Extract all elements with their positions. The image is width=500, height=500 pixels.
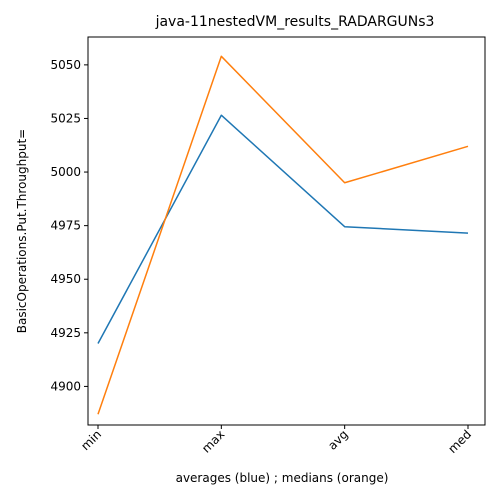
x-tick-label-max: max bbox=[199, 427, 227, 455]
y-axis-ticks: 4900 4925 4950 4975 5000 5025 5050 bbox=[50, 58, 88, 393]
x-tick-label-avg: avg bbox=[325, 427, 351, 453]
y-tick-label: 5025 bbox=[50, 111, 81, 125]
y-tick-label: 4925 bbox=[50, 326, 81, 340]
y-tick-label: 4975 bbox=[50, 219, 81, 233]
x-axis-ticks: min max avg med bbox=[78, 425, 474, 456]
x-axis-label: averages (blue) ; medians (orange) bbox=[176, 471, 389, 485]
y-tick-label: 5000 bbox=[50, 165, 81, 179]
x-tick-label-med: med bbox=[445, 427, 474, 456]
series-lines bbox=[97, 55, 469, 415]
y-axis-label: BasicOperations.Put.Throughput= bbox=[15, 129, 29, 333]
y-tick-label: 4950 bbox=[50, 272, 81, 286]
chart-title: java-11nestedVM_results_RADARGUNs3 bbox=[155, 14, 435, 30]
series-line-blue bbox=[97, 114, 469, 344]
y-tick-label: 5050 bbox=[50, 58, 81, 72]
series-line-orange bbox=[97, 55, 469, 415]
x-tick-label-min: min bbox=[78, 427, 104, 453]
y-tick-label: 4900 bbox=[50, 379, 81, 393]
